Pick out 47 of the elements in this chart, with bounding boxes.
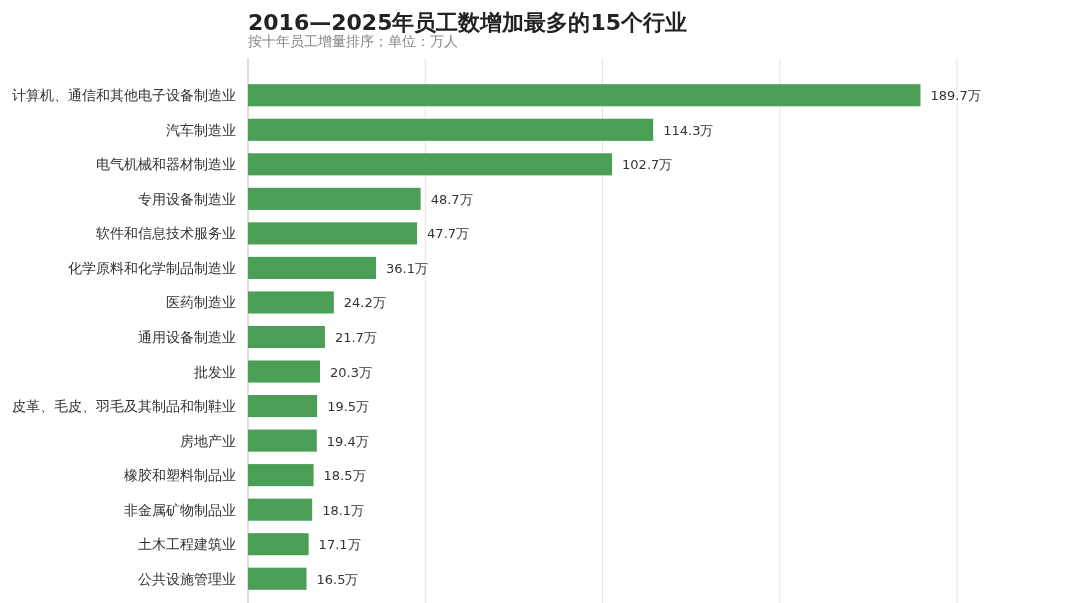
y-tick-label: 批发业 [194,363,236,380]
data-label: 21.7万 [334,330,377,345]
bar [248,567,307,590]
chart-title: 2016—2025年员工数增加最多的15个行业 [248,10,688,35]
bar [248,325,325,349]
bar [248,395,318,418]
bar [248,84,921,107]
data-label: 16.5万 [316,571,359,587]
y-tick-label: 计算机、通信和其他电子设备制造业 [12,87,236,104]
data-label: 102.7万 [622,157,673,173]
y-tick-label: 公共设施管理业 [138,570,236,587]
bar [248,187,421,210]
bar [248,153,613,176]
bar [248,291,334,314]
bar [248,360,320,383]
bar [248,533,309,556]
y-tick-label: 房地产业 [180,432,236,449]
y-tick-label: 化学原料和化学制品制造业 [68,259,236,276]
y-tick-label: 专用设备制造业 [138,190,236,207]
data-label: 18.1万 [322,502,365,518]
data-label: 20.3万 [329,364,372,380]
y-tick-label: 软件和信息技术服务业 [96,225,236,242]
bar [248,498,313,521]
data-label: 48.7万 [430,191,473,207]
bar [248,429,317,452]
data-label: 18.5万 [323,468,366,484]
data-label: 47.7万 [427,226,470,242]
y-tick-label: 土木工程建筑业 [138,536,236,553]
chart-subtitle: 按十年员工增量排序；单位：万人 [248,33,458,49]
y-tick-label: 医药制造业 [166,294,236,311]
data-label: 19.5万 [327,399,370,415]
data-label: 17.1万 [318,537,361,553]
data-label: 114.3万 [663,122,714,138]
data-label: 19.4万 [326,433,369,449]
bar [248,118,654,141]
y-tick-label: 通用设备制造业 [138,329,236,345]
y-tick-label: 橡胶和塑料制品业 [124,467,236,484]
bar [248,256,376,279]
y-tick-label: 汽车制造业 [166,121,236,138]
bar [248,222,418,245]
y-tick-label: 皮革、毛皮、羽毛及其制品和制鞋业 [12,398,236,415]
data-label: 36.1万 [385,260,428,276]
data-label: 24.2万 [343,295,386,311]
y-tick-label: 非金属矿物制品业 [124,501,236,518]
y-tick-label: 电气机械和器材制造业 [96,156,236,173]
data-label: 189.7万 [930,88,981,104]
bar [248,464,314,487]
